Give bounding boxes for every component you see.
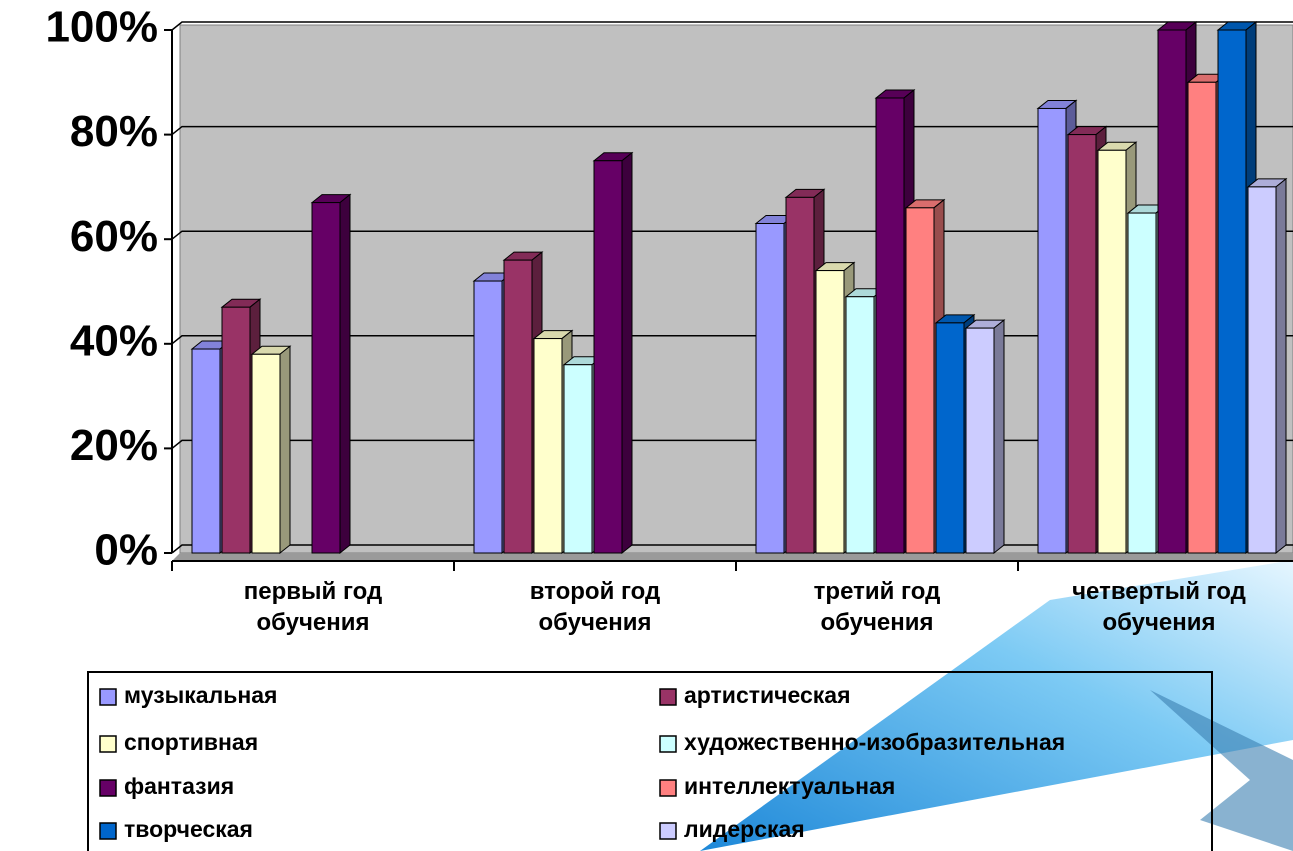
y-tick-label: 100%: [45, 3, 158, 52]
bar-front: [1187, 81, 1217, 554]
legend-swatch: [659, 822, 677, 840]
bar-front: [905, 207, 935, 554]
x-tick-label: четвертый год обучения: [1072, 578, 1246, 636]
bar: [310, 193, 352, 555]
legend-swatch: [659, 735, 677, 753]
legend-label: интеллектуальная: [684, 773, 895, 799]
bar: [964, 319, 1006, 555]
legend-swatch: [99, 779, 117, 797]
plot-wall: [179, 24, 1293, 554]
bar-side: [1275, 177, 1287, 555]
bar-side: [339, 193, 351, 555]
x-tick-label: первый год обучения: [243, 578, 383, 636]
plot-floor: [172, 553, 1293, 561]
bar-side: [279, 345, 291, 555]
bar-front: [563, 364, 593, 554]
bar-front: [311, 202, 341, 554]
bar-front: [221, 306, 251, 554]
legend-label: артистическая: [684, 682, 851, 708]
decoration: [700, 560, 1293, 851]
bar-front: [251, 353, 281, 554]
bar-front: [845, 296, 875, 554]
grid-line-segment: [171, 21, 1293, 31]
bar-front: [1157, 29, 1187, 554]
bar-front: [1067, 134, 1097, 554]
bar-front: [1097, 149, 1127, 554]
y-tick-label: 20%: [70, 421, 158, 470]
y-tick-label: 40%: [70, 316, 158, 365]
bar-front: [191, 348, 221, 554]
bar-front: [503, 259, 533, 554]
legend-swatch: [659, 779, 677, 797]
bar-front: [755, 223, 785, 554]
grid-line: [171, 125, 1293, 136]
legend-swatch: [99, 822, 117, 840]
bar-side: [621, 151, 633, 555]
legend-swatch: [659, 688, 677, 706]
bar-front: [785, 196, 815, 554]
bar-front: [1127, 212, 1157, 554]
legend-label: лидерская: [684, 816, 805, 842]
bar-front: [965, 327, 995, 554]
bar-front: [935, 322, 965, 554]
legend-label: творческая: [124, 816, 253, 842]
grid-line: [171, 21, 1293, 31]
legend-label: фантазия: [124, 773, 234, 799]
bar-side: [993, 319, 1005, 555]
bar: [250, 345, 292, 555]
x-tick-label: второй год обучения: [529, 578, 661, 636]
bar-front: [875, 97, 905, 554]
legend-box: [87, 671, 1213, 851]
y-tick-label: 80%: [70, 107, 158, 156]
y-tick-label: 60%: [70, 212, 158, 261]
bar-front: [593, 160, 623, 554]
bar-front: [1037, 107, 1067, 554]
y-tick-label: 0%: [94, 526, 158, 575]
legend-swatch: [99, 735, 117, 753]
legend-label: художественно-изобразительная: [684, 729, 1065, 755]
grid-line-segment: [171, 125, 1293, 136]
legend-swatch: [99, 688, 117, 706]
bar-front: [473, 280, 503, 554]
bar-front: [815, 270, 845, 554]
bar: [592, 151, 634, 555]
decoration: [1150, 690, 1293, 851]
bar-front: [1247, 186, 1277, 554]
legend-label: спортивная: [124, 729, 258, 755]
bar-front: [533, 338, 563, 554]
x-tick-label: третий год обучения: [813, 578, 941, 636]
bar-front: [1217, 29, 1247, 554]
bar: [1246, 177, 1288, 555]
legend-label: музыкальная: [124, 682, 277, 708]
